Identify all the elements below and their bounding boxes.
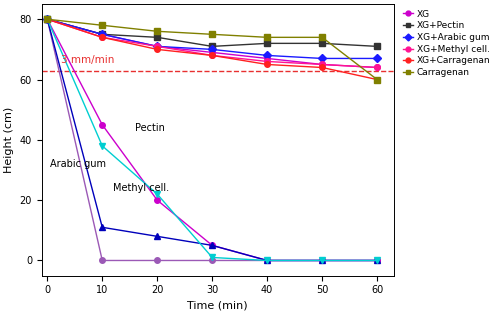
Text: Methyl cell.: Methyl cell. (113, 183, 170, 193)
XG+Carragenan (209, 54, 215, 57)
XG+Arabic gum (99, 32, 105, 36)
XG+Methyl cell. (44, 17, 50, 21)
XG+Carragenan (319, 66, 325, 69)
Line: XG+Arabic gum: XG+Arabic gum (45, 16, 380, 61)
XG (99, 32, 105, 36)
XG+Pectin (264, 42, 270, 45)
XG (209, 50, 215, 54)
XG (264, 57, 270, 60)
XG (44, 17, 50, 21)
XG+Pectin (154, 36, 160, 39)
XG+Pectin (209, 44, 215, 48)
Line: Carragenan: Carragenan (45, 16, 380, 82)
Carragenan (374, 78, 380, 82)
XG+Pectin (319, 42, 325, 45)
XG+Methyl cell. (374, 66, 380, 69)
Line: XG: XG (45, 16, 380, 70)
Line: XG+Methyl cell.: XG+Methyl cell. (45, 16, 380, 70)
XG (374, 66, 380, 69)
XG+Arabic gum (319, 57, 325, 60)
Line: XG+Pectin: XG+Pectin (45, 16, 380, 49)
XG+Methyl cell. (319, 63, 325, 66)
XG+Methyl cell. (99, 36, 105, 39)
XG+Pectin (44, 17, 50, 21)
XG+Carragenan (44, 17, 50, 21)
XG+Carragenan (99, 36, 105, 39)
Carragenan (44, 17, 50, 21)
XG+Arabic gum (374, 57, 380, 60)
Text: Arabic gum: Arabic gum (50, 159, 106, 169)
XG (154, 44, 160, 48)
XG+Pectin (99, 32, 105, 36)
Y-axis label: Height (cm): Height (cm) (4, 107, 14, 173)
XG+Arabic gum (154, 44, 160, 48)
Carragenan (264, 36, 270, 39)
XG+Methyl cell. (154, 44, 160, 48)
XG+Methyl cell. (264, 60, 270, 63)
XG+Carragenan (154, 48, 160, 51)
Text: 3 mm/min: 3 mm/min (61, 55, 115, 65)
Carragenan (99, 23, 105, 27)
Carragenan (154, 29, 160, 33)
Text: Pectin: Pectin (135, 123, 165, 133)
XG+Arabic gum (264, 54, 270, 57)
Carragenan (209, 32, 215, 36)
XG+Arabic gum (209, 48, 215, 51)
XG+Methyl cell. (209, 54, 215, 57)
XG (319, 63, 325, 66)
Line: XG+Carragenan: XG+Carragenan (45, 16, 380, 82)
Carragenan (319, 36, 325, 39)
XG+Carragenan (264, 63, 270, 66)
Legend: XG, XG+Pectin, XG+Arabic gum, XG+Methyl cell., XG+Carragenan, Carragenan: XG, XG+Pectin, XG+Arabic gum, XG+Methyl … (402, 9, 492, 78)
XG+Carragenan (374, 78, 380, 82)
XG+Pectin (374, 44, 380, 48)
X-axis label: Time (min): Time (min) (187, 301, 248, 311)
XG+Arabic gum (44, 17, 50, 21)
